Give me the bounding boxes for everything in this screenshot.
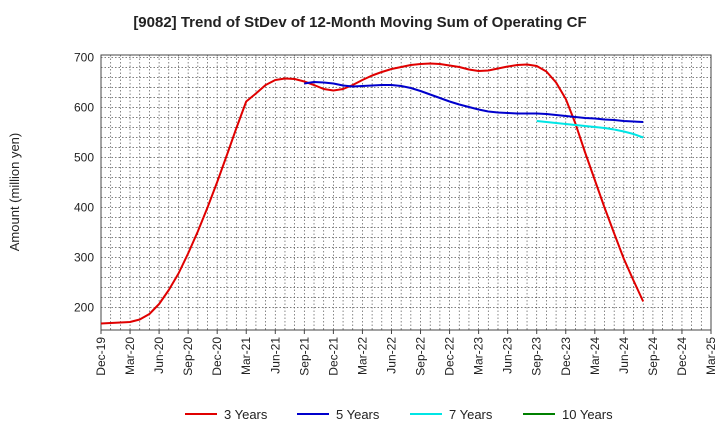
y-tick-label: 400 [74,201,94,215]
x-tick-label: Sep-24 [646,337,660,376]
x-tick-label: Sep-20 [181,337,195,376]
y-tick-label: 700 [74,51,94,65]
x-tick-label: Mar-23 [472,337,486,375]
x-tick-label: Mar-25 [704,337,718,375]
x-tick-label: Dec-22 [443,337,457,376]
chart-title: [9082] Trend of StDev of 12-Month Moving… [133,14,587,31]
legend-label-10-years: 10 Years [562,407,613,422]
x-tick-label: Dec-21 [326,337,340,376]
x-tick-label: Jun-22 [384,337,398,374]
y-tick-label: 500 [74,151,94,165]
series-line-7-years [536,120,644,139]
x-tick-label: Sep-21 [297,337,311,376]
x-tick-label: Dec-23 [559,337,573,376]
x-tick-labels: Dec-19 Mar-20 Jun-20 Sep-20 Dec-20 Mar-21 Jun-… [94,330,718,376]
x-tick-label: Sep-22 [414,337,428,376]
legend-label-7-years: 7 Years [449,407,493,422]
series-line-3-years [100,62,645,325]
x-tick-label: Mar-20 [123,337,137,375]
x-tick-label: Mar-24 [588,337,602,375]
x-tick-label: Jun-20 [152,337,166,374]
series-lines [100,62,645,325]
series-line-5-years [304,81,644,123]
plot-frame [100,54,712,331]
grid [101,55,711,330]
x-tick-label: Jun-23 [501,337,515,374]
y-tick-label: 200 [74,301,94,315]
legend-label-3-years: 3 Years [224,407,268,422]
y-tick-label: 600 [74,101,94,115]
x-tick-label: Sep-23 [530,337,544,376]
legend-label-5-years: 5 Years [336,407,380,422]
x-tick-label: Mar-22 [355,337,369,375]
x-tick-label: Dec-24 [675,337,689,376]
x-tick-label: Dec-19 [94,337,108,376]
y-tick-labels: 200 300 400 500 600 700 [74,51,94,315]
x-tick-label: Dec-20 [210,337,224,376]
legend: 3 Years 5 Years 7 Years 10 Years [185,407,613,422]
x-tick-label: Jun-24 [617,337,631,374]
y-tick-label: 300 [74,251,94,265]
x-tick-label: Mar-21 [239,337,253,375]
y-axis-title: Amount (million yen) [7,133,22,252]
x-tick-label: Jun-21 [268,337,282,374]
